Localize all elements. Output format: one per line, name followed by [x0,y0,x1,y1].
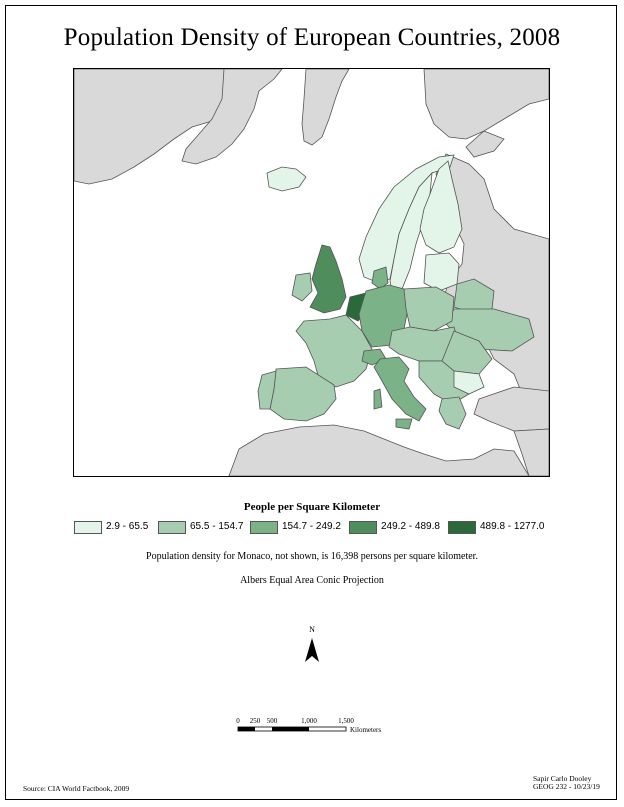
map-frame [73,68,550,477]
author-credit: Sapir Carlo Dooley GEOG 232 - 10/23/19 [533,775,611,791]
scale-bar: 0 250 500 1,000 1,500 Kilometers [236,717,381,734]
iceland [266,166,307,192]
turkey-landmass [473,386,549,432]
bulgaria [453,370,485,395]
united-kingdom [309,244,347,314]
scale-tick-label: 250 [250,717,261,725]
author-name: Sapir Carlo Dooley [533,774,592,783]
scale-tick-label: 500 [267,717,278,725]
novaya-zemlya-landmass [423,69,549,140]
poland [403,286,455,332]
scale-unit: Kilometers [350,726,381,734]
scale-tick-label: 1,000 [301,717,317,725]
ireland [291,272,313,302]
europe-map [74,69,549,476]
north-label: N [309,625,315,634]
sicily [395,418,413,430]
middle-east-landmass [513,428,549,476]
legend-swatch [250,521,278,534]
scale-tick-label: 1,500 [338,717,354,725]
greenland-east-landmass [181,69,283,165]
author-course: GEOG 232 - 10/23/19 [533,782,600,791]
svalbard-landmass [301,69,350,146]
projection-label: Albers Equal Area Conic Projection [240,575,384,586]
legend-swatch [74,521,102,534]
legend-label: 249.2 - 489.8 [381,521,440,532]
scale-tick-label: 0 [236,717,240,725]
legend-label: 65.5 - 154.7 [190,521,244,532]
north-arrow-icon: N [305,625,319,662]
sardinia [373,388,383,410]
legend-swatch [448,521,476,534]
arctic-islands-landmass [465,130,505,158]
legend-swatch [349,521,377,534]
finland [419,160,463,254]
legend-swatch [158,521,186,534]
france [295,314,373,388]
legend-label: 489.8 - 1277.0 [480,521,545,532]
legend-title: People per Square Kilometer [243,501,381,513]
legend-label: 154.7 - 249.2 [282,521,341,532]
italy [373,356,427,422]
baltic-states [423,252,460,292]
source-credit: Source: CIA World Factbook, 2009 [23,784,130,793]
page-frame [5,5,617,800]
map-title: Population Density of European Countries… [63,24,561,51]
monaco-note: Population density for Monaco, not shown… [146,551,478,562]
greece [438,396,467,430]
north-africa-landmass [228,424,530,476]
legend-label: 2.9 - 65.5 [106,521,149,532]
portugal [257,370,277,410]
